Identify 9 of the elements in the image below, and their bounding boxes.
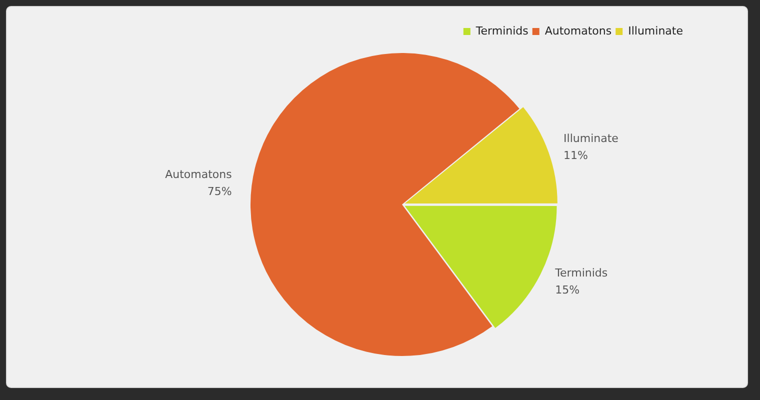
legend-label: Automatons	[544, 24, 612, 38]
legend-label: Illuminate	[628, 24, 684, 38]
slice-label: Terminids	[554, 266, 608, 280]
slice-label: Illuminate	[564, 132, 619, 145]
slice-label: Automatons	[165, 168, 232, 182]
data-label: 11%	[564, 148, 588, 162]
legend-label: Terminids	[474, 24, 529, 38]
data-label: 15%	[555, 284, 580, 297]
data-label: 75%	[207, 185, 232, 198]
